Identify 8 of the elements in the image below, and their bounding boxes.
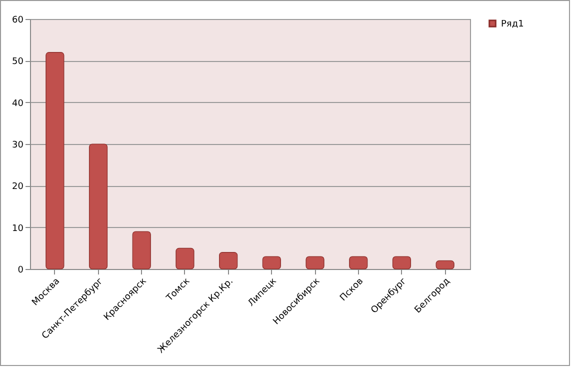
y-tick-label: 50 xyxy=(12,57,24,68)
y-tick-label: 60 xyxy=(12,16,24,26)
y-tick-label: 20 xyxy=(12,182,24,192)
y-tick-label: 10 xyxy=(12,224,24,234)
y-tick-label: 40 xyxy=(12,98,24,109)
y-tick-label: 0 xyxy=(18,266,24,276)
y-tick-label: 30 xyxy=(12,140,24,150)
legend-label: Ряд1 xyxy=(501,20,524,30)
